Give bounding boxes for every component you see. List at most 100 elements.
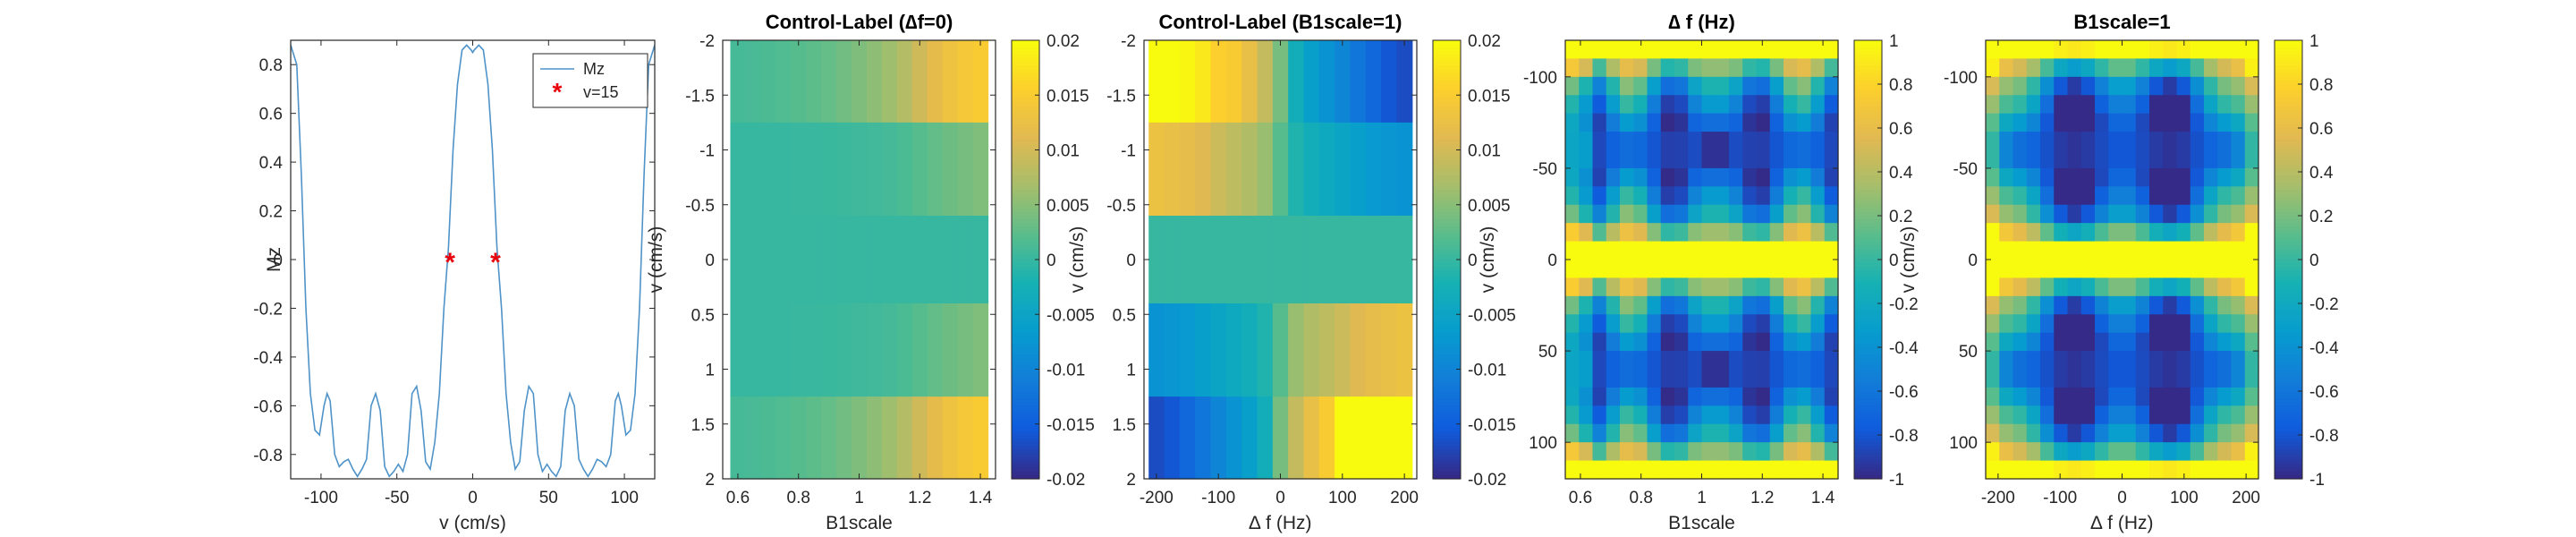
heatmap-cell	[881, 396, 898, 480]
heatmap-cell	[2244, 277, 2259, 297]
heatmap-cell	[2108, 277, 2123, 297]
heatmap-cell	[2231, 332, 2246, 352]
x-tick-label: 1	[854, 489, 864, 507]
colorbar-segment	[2275, 430, 2302, 436]
heatmap-cell	[2012, 95, 2028, 115]
colorbar-segment	[2275, 106, 2302, 111]
heatmap-cell	[2012, 113, 2028, 132]
heatmap-cell	[1633, 442, 1648, 462]
heatmap-cell	[1729, 460, 1743, 480]
heatmap-cell	[2231, 351, 2246, 371]
heatmap-cell	[1810, 132, 1826, 151]
heatmap-cell	[1715, 387, 1730, 406]
colorbar-segment	[2275, 446, 2302, 450]
colorbar-segment	[1433, 109, 1461, 115]
colorbar-segment	[1012, 453, 1039, 458]
heatmap-cell	[1592, 132, 1607, 151]
colorbar-segment	[2275, 172, 2302, 176]
heatmap-cell	[2244, 167, 2259, 187]
colorbar-segment	[1854, 88, 1882, 92]
heatmap-cell	[1810, 442, 1826, 462]
colorbar-segment	[1433, 230, 1461, 235]
heatmap-cell	[911, 396, 928, 480]
heatmap-cell	[2190, 204, 2205, 224]
colorbar-tick-label: 0.01	[1468, 142, 1501, 161]
colorbar-segment	[1854, 139, 1882, 143]
heatmap-cell	[1715, 295, 1730, 315]
heatmap-cell	[2204, 295, 2218, 315]
heatmap-cell	[2040, 460, 2055, 480]
heatmap-cell	[2149, 241, 2164, 260]
heatmap-cell	[2149, 40, 2164, 60]
colorbar-segment	[1854, 332, 1882, 337]
heatmap-cell	[1715, 423, 1730, 443]
heatmap-cell	[1701, 95, 1716, 115]
heatmap-cell	[2244, 423, 2259, 443]
heatmap-cell	[806, 216, 822, 304]
colorbar-segment	[1012, 51, 1039, 55]
y-tick-label: 1	[705, 362, 715, 380]
y-tick-label: 0	[1126, 251, 1136, 270]
colorbar-segment	[1433, 146, 1461, 151]
heatmap-cell	[2231, 405, 2246, 425]
heatmap-cell	[1647, 423, 1662, 443]
heatmap-cell	[1660, 387, 1675, 406]
heatmap-cell	[2108, 351, 2123, 371]
heatmap-cell	[1715, 95, 1730, 115]
heatmap-cell	[1647, 223, 1662, 243]
heatmap-cell	[1335, 303, 1352, 397]
colorbar-segment	[1012, 197, 1039, 202]
heatmap-cell	[2231, 167, 2246, 187]
heatmap-cell	[2244, 223, 2259, 243]
heatmap-cell	[911, 303, 928, 397]
heatmap-cell	[2040, 149, 2055, 169]
heatmap-cell	[2135, 442, 2150, 462]
heatmap-cell	[1365, 40, 1382, 124]
colorbar-segment	[2275, 307, 2302, 311]
colorbar-segment	[1433, 362, 1461, 367]
heatmap-cell	[1999, 132, 2014, 151]
heatmap-cell	[2217, 295, 2233, 315]
heatmap-cell	[760, 216, 776, 304]
heatmap-cell	[1797, 260, 1812, 279]
heatmap-cell	[1784, 95, 1798, 115]
heatmap-cell	[1148, 303, 1165, 397]
heatmap-cell	[1592, 58, 1607, 78]
colorbar-segment	[1433, 113, 1461, 118]
chart-title: Control-Label (B1scale=1)	[1158, 11, 1402, 33]
heatmap-cell	[1381, 216, 1398, 304]
heatmap-cell	[2108, 113, 2123, 132]
heatmap-cell	[1784, 113, 1798, 132]
colorbar-segment	[1854, 420, 1882, 425]
heatmap-cell	[1606, 132, 1621, 151]
heatmap-cell	[2190, 351, 2205, 371]
colorbar-segment	[1854, 132, 1882, 136]
x-tick-label: 200	[1390, 489, 1419, 507]
colorbar-segment	[1012, 55, 1039, 60]
heatmap-cell	[1715, 204, 1730, 224]
heatmap-cell	[2080, 369, 2096, 388]
heatmap-cell	[2204, 95, 2218, 115]
heatmap-cell	[2080, 460, 2096, 480]
heatmap-cell	[1729, 423, 1743, 443]
colorbar-segment	[1854, 120, 1882, 125]
heatmap-cell	[1729, 314, 1743, 334]
heatmap-cell	[2012, 332, 2028, 352]
heatmap-cell	[852, 396, 868, 480]
heatmap-cell	[1565, 405, 1580, 425]
colorbar-segment	[1012, 193, 1039, 199]
heatmap-cell	[2176, 295, 2191, 315]
heatmap-cell	[1272, 216, 1289, 304]
heatmap-cell	[1620, 241, 1634, 260]
y-tick-label: -2	[1121, 32, 1136, 51]
heatmap-cell	[2122, 332, 2137, 352]
colorbar-segment	[1433, 216, 1461, 220]
heatmap-cell	[2040, 223, 2055, 243]
heatmap-cell	[1579, 295, 1594, 315]
colorbar-segment	[1433, 267, 1461, 271]
y-tick-label: -0.6	[253, 397, 283, 416]
heatmap-cell	[1742, 113, 1758, 132]
heatmap-cell	[1660, 295, 1675, 315]
heatmap-cell	[911, 122, 928, 217]
colorbar-segment	[2275, 347, 2302, 352]
